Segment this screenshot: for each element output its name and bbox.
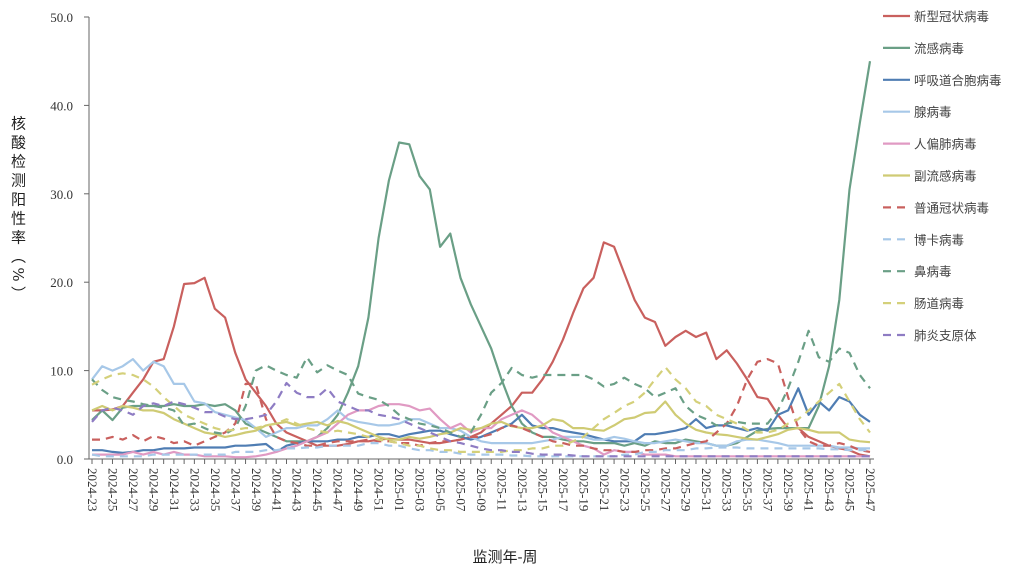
- x-tick-label: 2025-39: [781, 468, 796, 511]
- x-tick-label: 2024-51: [372, 468, 387, 511]
- axes: 0.0 10.0 20.0 30.0 40.0 50.0 2024-23 2024-25 202…: [50, 10, 878, 512]
- x-tick-label: 2025-47: [863, 468, 878, 512]
- x-tick-label: 2025-17: [556, 468, 571, 512]
- series-layer: [91, 61, 872, 459]
- x-axis-title: 监测年-周: [472, 548, 537, 566]
- x-tick-label: 2025-23: [617, 468, 632, 511]
- x-tick-label: 2024-41: [269, 468, 284, 511]
- x-tick-label: 2025-43: [822, 468, 837, 511]
- y-tick-label: 10.0: [50, 364, 73, 379]
- legend-item: 人偏肺病毒: [883, 137, 977, 152]
- legend-item: 呼吸道合胞病毒: [883, 73, 1002, 88]
- legend-item: 腺病毒: [883, 105, 952, 120]
- x-tick-label: 2024-33: [187, 468, 202, 511]
- x-tick-label: 2024-31: [167, 468, 182, 511]
- x-tick-label: 2025-01: [392, 468, 407, 511]
- legend-label: 普通冠状病毒: [914, 200, 989, 215]
- legend-label: 鼻病毒: [914, 264, 952, 279]
- x-tick-label: 2025-35: [740, 468, 755, 511]
- series-line: [91, 381, 870, 458]
- legend-label: 博卡病毒: [914, 232, 964, 247]
- series-line: [91, 400, 871, 444]
- x-tick-label: 2025-29: [679, 468, 694, 511]
- x-tick-label: 2025-03: [413, 468, 428, 511]
- x-tick-label: 2025-25: [638, 468, 653, 511]
- x-tick-label: 2025-31: [699, 468, 714, 511]
- x-tick-label: 2025-41: [802, 468, 817, 511]
- x-tick-label: 2024-23: [85, 468, 100, 511]
- y-tick-label: 30.0: [50, 187, 73, 202]
- x-tick-label: 2024-45: [310, 468, 325, 511]
- legend-label: 肠道病毒: [914, 296, 964, 311]
- legend-item: 鼻病毒: [883, 264, 952, 279]
- series-line: [91, 358, 870, 450]
- x-tick-label: 2024-35: [208, 468, 223, 511]
- legend-label: 人偏肺病毒: [914, 137, 977, 152]
- x-tick-label: 2025-45: [843, 468, 858, 511]
- legend-label: 腺病毒: [914, 105, 952, 120]
- y-tick-label: 0.0: [57, 452, 73, 467]
- legend-item: 副流感病毒: [883, 169, 977, 184]
- series-line: [92, 387, 871, 454]
- x-tick-label: 2025-21: [597, 468, 612, 511]
- x-tick-label: 2024-39: [249, 468, 264, 511]
- legend-item: 肺炎支原体: [883, 328, 977, 343]
- x-tick-label: 2025-19: [576, 468, 591, 511]
- x-tick-label: 2025-11: [494, 468, 509, 511]
- x-tick-label: 2025-13: [515, 468, 530, 511]
- y-axis-title: 核酸检测阳性率（%）: [9, 115, 27, 304]
- x-tick-label: 2024-47: [331, 468, 346, 512]
- x-tick-label: 2024-29: [146, 468, 161, 511]
- x-tick-label: 2025-09: [474, 468, 489, 511]
- legend-item: 博卡病毒: [883, 232, 964, 247]
- x-tick-label: 2025-27: [658, 468, 673, 512]
- legend-label: 副流感病毒: [914, 169, 977, 184]
- series-line: [91, 442, 870, 458]
- x-tick-label: 2025-05: [433, 468, 448, 511]
- legend: 新型冠状病毒流感病毒呼吸道合胞病毒腺病毒人偏肺病毒副流感病毒普通冠状病毒博卡病毒…: [883, 9, 1002, 343]
- legend-label: 肺炎支原体: [914, 328, 977, 343]
- y-tick-label: 50.0: [50, 10, 73, 25]
- x-tick-label: 2024-27: [126, 468, 141, 512]
- x-tick-label: 2025-15: [535, 468, 550, 511]
- legend-label: 新型冠状病毒: [914, 9, 989, 24]
- x-tick-label: 2025-07: [454, 468, 469, 512]
- legend-item: 流感病毒: [883, 41, 964, 56]
- y-tick-label: 40.0: [50, 98, 73, 113]
- x-tick-label: 2025-33: [720, 468, 735, 511]
- legend-item: 新型冠状病毒: [883, 9, 989, 24]
- legend-label: 呼吸道合胞病毒: [914, 73, 1002, 88]
- x-tick-label: 2024-49: [351, 468, 366, 511]
- x-tick-label: 2024-37: [228, 468, 243, 512]
- legend-label: 流感病毒: [914, 41, 964, 56]
- x-tick-label: 2024-43: [290, 468, 305, 511]
- x-tick-label: 2024-25: [105, 468, 120, 511]
- legend-item: 普通冠状病毒: [883, 200, 989, 215]
- legend-item: 肠道病毒: [883, 296, 964, 311]
- x-tick-label: 2025-37: [761, 468, 776, 512]
- series-line: [92, 241, 871, 458]
- y-tick-label: 20.0: [50, 275, 73, 290]
- series-line: [91, 329, 871, 438]
- series-line: [92, 358, 871, 453]
